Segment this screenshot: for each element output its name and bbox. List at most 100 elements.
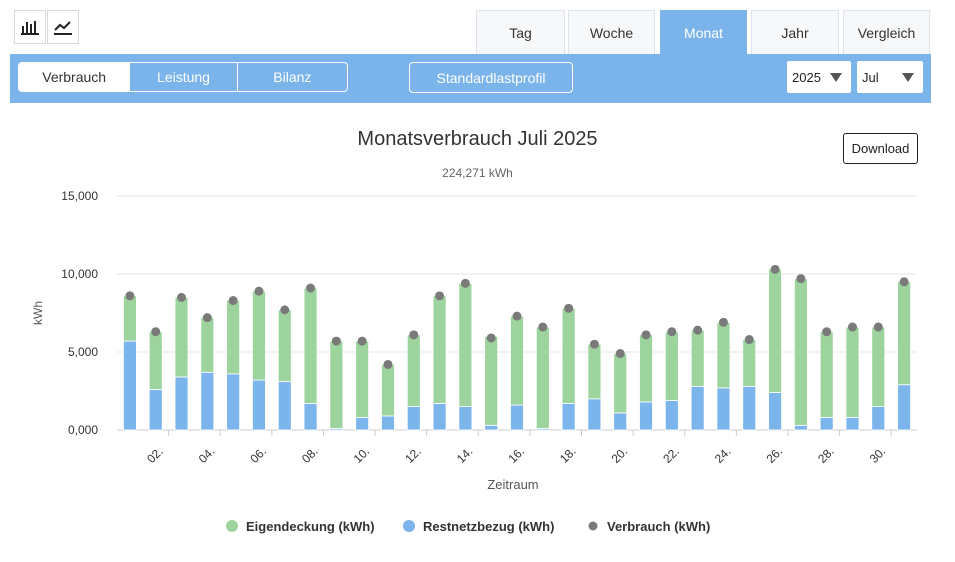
bar-restnetzbezug (303, 403, 318, 431)
bar-eigendeckung (200, 317, 215, 373)
view-verbrauch-button[interactable]: Verbrauch (19, 63, 130, 91)
point-verbrauch (254, 286, 264, 296)
bar-eigendeckung (716, 321, 731, 389)
point-verbrauch (822, 327, 832, 337)
point-verbrauch (228, 296, 238, 306)
tab-monat[interactable]: Monat (660, 10, 747, 54)
bar-eigendeckung (277, 309, 292, 383)
download-button[interactable]: Download (843, 133, 918, 164)
x-tick-label: 12. (402, 444, 424, 466)
bar-restnetzbezug (484, 424, 499, 431)
x-tick-label: 16. (505, 444, 527, 466)
bar-restnetzbezug (200, 371, 215, 431)
bar-eigendeckung (768, 268, 782, 393)
bar-eigendeckung (381, 364, 395, 417)
bar-eigendeckung (871, 326, 886, 408)
tab-tag[interactable]: Tag (476, 10, 565, 54)
point-verbrauch (125, 291, 135, 301)
y-tick-label: 10,000 (61, 267, 98, 281)
bar-chart-view-button[interactable] (14, 10, 46, 44)
chevron-down-icon (902, 73, 914, 82)
bar-restnetzbezug (690, 385, 705, 431)
point-verbrauch (615, 349, 625, 359)
bar-restnetzbezug (510, 404, 524, 431)
view-switch: Verbrauch Leistung Bilanz (18, 62, 348, 92)
x-tick-label: 28. (815, 444, 837, 466)
bar-eigendeckung (123, 295, 137, 342)
bar-restnetzbezug (793, 424, 808, 431)
point-verbrauch (177, 292, 187, 302)
point-verbrauch (641, 330, 651, 340)
point-verbrauch (538, 322, 548, 332)
point-verbrauch (770, 264, 780, 274)
bar-eigendeckung (793, 278, 808, 426)
bar-eigendeckung (742, 339, 757, 387)
legend-marker (403, 520, 415, 532)
bar-restnetzbezug (174, 376, 189, 431)
x-tick-label: 08. (299, 444, 321, 466)
bar-eigendeckung (535, 326, 550, 429)
bar-restnetzbezug (252, 379, 266, 431)
legend-marker (226, 520, 238, 532)
point-verbrauch (873, 322, 883, 332)
x-tick-label: 02. (144, 444, 166, 466)
point-verbrauch (796, 274, 806, 284)
bar-eigendeckung (148, 331, 163, 390)
bar-eigendeckung (690, 329, 705, 387)
bar-eigendeckung (587, 343, 602, 400)
point-verbrauch (151, 327, 161, 337)
x-tick-label: 30. (867, 444, 889, 466)
x-tick-label: 10. (351, 444, 373, 466)
y-tick-label: 15,000 (61, 189, 98, 203)
chart-title: Monatsverbrauch Juli 2025 (357, 128, 598, 150)
point-verbrauch (486, 333, 496, 343)
tab-vergleich[interactable]: Vergleich (843, 10, 930, 54)
y-tick-label: 5,000 (68, 345, 98, 359)
month-select[interactable]: Jul (857, 61, 923, 93)
point-verbrauch (693, 325, 703, 335)
month-select-value: Jul (862, 69, 879, 85)
legend-label: Eigendeckung (kWh) (246, 519, 375, 534)
point-verbrauch (383, 359, 393, 369)
point-verbrauch (718, 317, 728, 327)
legend-marker (588, 521, 598, 531)
bar-eigendeckung (432, 295, 447, 404)
legend-label: Verbrauch (kWh) (607, 519, 710, 534)
point-verbrauch (589, 339, 599, 349)
bar-restnetzbezug (458, 406, 473, 431)
point-verbrauch (899, 277, 909, 287)
tab-woche[interactable]: Woche (568, 10, 655, 54)
bar-restnetzbezug (871, 406, 886, 431)
bar-eigendeckung (406, 334, 421, 407)
view-leistung-button[interactable]: Leistung (129, 63, 236, 91)
point-verbrauch (280, 305, 290, 315)
legend-label: Restnetzbezug (kWh) (423, 519, 554, 534)
x-tick-label: 26. (763, 444, 785, 466)
bar-restnetzbezug (277, 381, 292, 431)
tab-jahr[interactable]: Jahr (751, 10, 839, 54)
y-tick-label: 0,000 (68, 423, 98, 437)
bar-restnetzbezug (819, 417, 834, 431)
x-tick-label: 24. (712, 444, 734, 466)
point-verbrauch (357, 336, 367, 346)
bar-restnetzbezug (432, 403, 447, 431)
standardlastprofil-button[interactable]: Standardlastprofil (409, 62, 573, 93)
bar-restnetzbezug (716, 387, 731, 431)
y-axis-title: kWh (31, 301, 45, 325)
bar-eigendeckung (510, 315, 524, 406)
bar-chart-icon (21, 21, 39, 35)
view-toolbar: Verbrauch Leistung Bilanz Standardlastpr… (10, 54, 931, 103)
year-select[interactable]: 2025 (787, 61, 851, 93)
bar-restnetzbezug (897, 384, 911, 431)
view-bilanz-button[interactable]: Bilanz (236, 63, 347, 91)
x-tick-label: 04. (196, 444, 218, 466)
bar-eigendeckung (252, 290, 266, 381)
bar-restnetzbezug (587, 398, 602, 431)
bar-restnetzbezug (768, 392, 782, 431)
point-verbrauch (202, 313, 212, 323)
point-verbrauch (306, 283, 316, 293)
line-chart-view-button[interactable] (47, 10, 79, 44)
bar-restnetzbezug (381, 415, 395, 431)
bar-eigendeckung (329, 340, 344, 429)
bar-eigendeckung (561, 307, 576, 404)
